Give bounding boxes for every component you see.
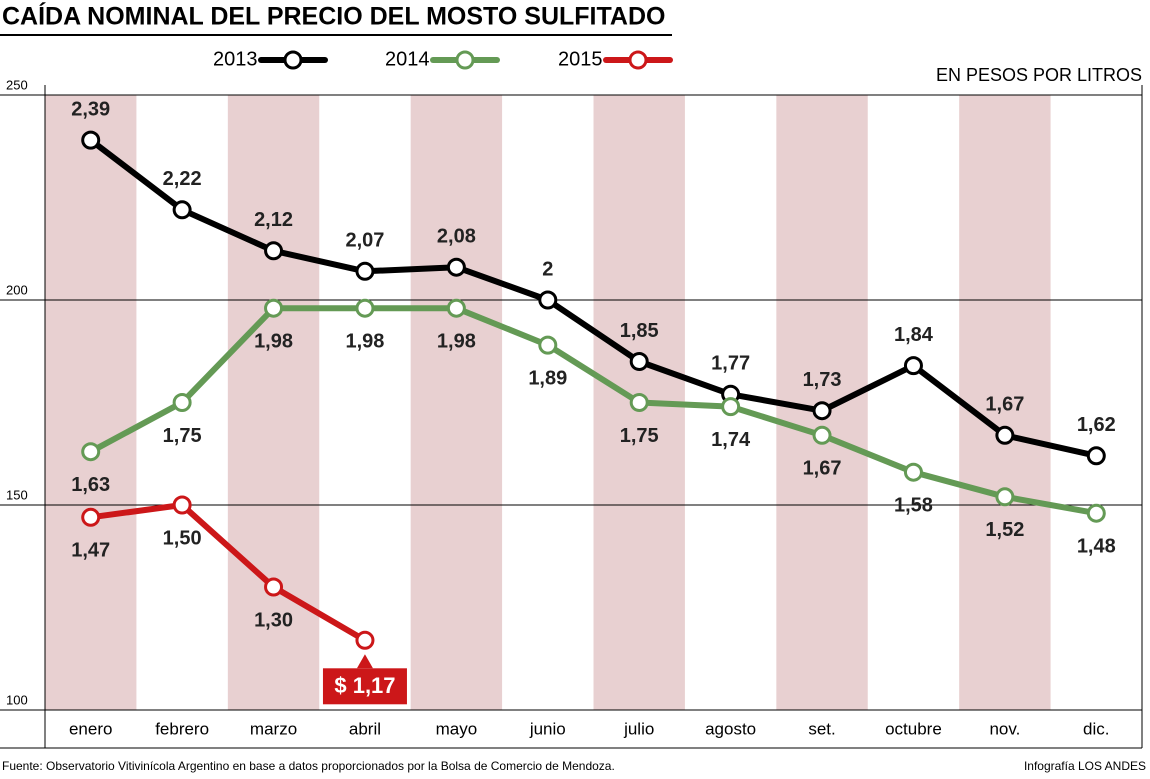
legend-marker (628, 50, 648, 70)
point (538, 335, 558, 355)
value-label: 1,52 (985, 519, 1024, 541)
point (538, 290, 558, 310)
callout-box (322, 668, 407, 705)
legend-marker (283, 50, 303, 70)
x-tick-label: marzo (250, 719, 297, 738)
point (812, 401, 832, 421)
x-tick-label: set. (808, 719, 835, 738)
x-tick-label: dic. (1083, 719, 1109, 738)
value-label: 1,85 (620, 320, 659, 342)
value-label: 1,67 (803, 458, 842, 480)
chart-title: CAÍDA NOMINAL DEL PRECIO DEL MOSTO SULFI… (2, 2, 665, 31)
y-tick-label: 200 (6, 282, 28, 297)
point (995, 487, 1015, 507)
point (903, 462, 923, 482)
y-tick-label: 100 (6, 692, 28, 707)
x-tick-label: abril (349, 719, 381, 738)
point (812, 425, 832, 445)
legend-label: 2014 (385, 48, 430, 70)
y-tick-label: 150 (6, 487, 28, 502)
legend-label: 2013 (213, 48, 258, 70)
point (1086, 446, 1106, 466)
value-label: 1,75 (620, 425, 659, 447)
x-tick-label: junio (529, 719, 566, 738)
credit: Infografía LOS ANDES (1024, 759, 1146, 773)
x-tick-label: julio (623, 719, 654, 738)
value-label: 2,07 (345, 230, 384, 252)
value-label: 2,39 (71, 98, 110, 120)
point (1086, 503, 1106, 523)
value-label: 2 (542, 258, 553, 280)
point (172, 495, 192, 515)
value-label: 1,30 (254, 609, 293, 631)
value-label: 1,98 (345, 330, 384, 352)
series-line (89, 305, 1097, 517)
value-label: 2,08 (437, 225, 476, 247)
legend-label: 2015 (558, 48, 603, 70)
value-label: 1,58 (894, 494, 933, 516)
value-label: 1,84 (894, 324, 934, 346)
point (995, 425, 1015, 445)
point (264, 577, 284, 597)
point (172, 200, 192, 220)
x-tick-label: febrero (155, 719, 209, 738)
point (446, 257, 466, 277)
point (81, 442, 101, 462)
series-line (88, 137, 1097, 459)
y-tick-label: 250 (6, 77, 28, 92)
point (629, 352, 649, 371)
x-tick-label: nov. (989, 719, 1020, 738)
point (629, 393, 649, 412)
point (81, 507, 101, 527)
point (81, 130, 101, 150)
value-label: 1,98 (254, 330, 293, 352)
point (264, 298, 284, 318)
legend-marker (455, 50, 475, 70)
value-label: 2,22 (163, 168, 202, 190)
point (721, 397, 741, 417)
value-label: 1,74 (711, 429, 751, 451)
point (172, 393, 192, 412)
value-label: 1,73 (803, 369, 842, 391)
point (446, 298, 466, 318)
value-label: 1,62 (1077, 414, 1116, 436)
point (355, 261, 375, 281)
band (959, 95, 1051, 710)
point (903, 356, 923, 376)
value-label: 1,77 (711, 353, 750, 375)
value-label: 1,50 (163, 527, 202, 549)
value-label: 1,75 (163, 425, 202, 447)
value-label: 2,12 (254, 209, 293, 231)
band (410, 95, 503, 710)
value-label: 1,63 (71, 474, 110, 496)
callout-arrow (356, 654, 373, 669)
x-tick-label: enero (69, 719, 112, 738)
value-label: 1,89 (528, 367, 567, 389)
point (264, 241, 284, 261)
x-tick-label: agosto (705, 719, 756, 738)
point (355, 298, 375, 318)
value-label: 1,67 (985, 394, 1024, 416)
value-label: 1,98 (437, 330, 476, 352)
value-label: 1,47 (71, 540, 110, 562)
point (355, 630, 375, 650)
x-tick-label: octubre (885, 719, 942, 738)
value-label: 1,48 (1077, 535, 1116, 557)
value-label: $ 1,17 (334, 673, 395, 698)
series-line (90, 502, 367, 643)
unit-label: EN PESOS POR LITROS (936, 65, 1142, 85)
band (45, 95, 137, 710)
source: Fuente: Observatorio Vitivinícola Argent… (2, 759, 615, 773)
x-tick-label: mayo (436, 719, 478, 738)
